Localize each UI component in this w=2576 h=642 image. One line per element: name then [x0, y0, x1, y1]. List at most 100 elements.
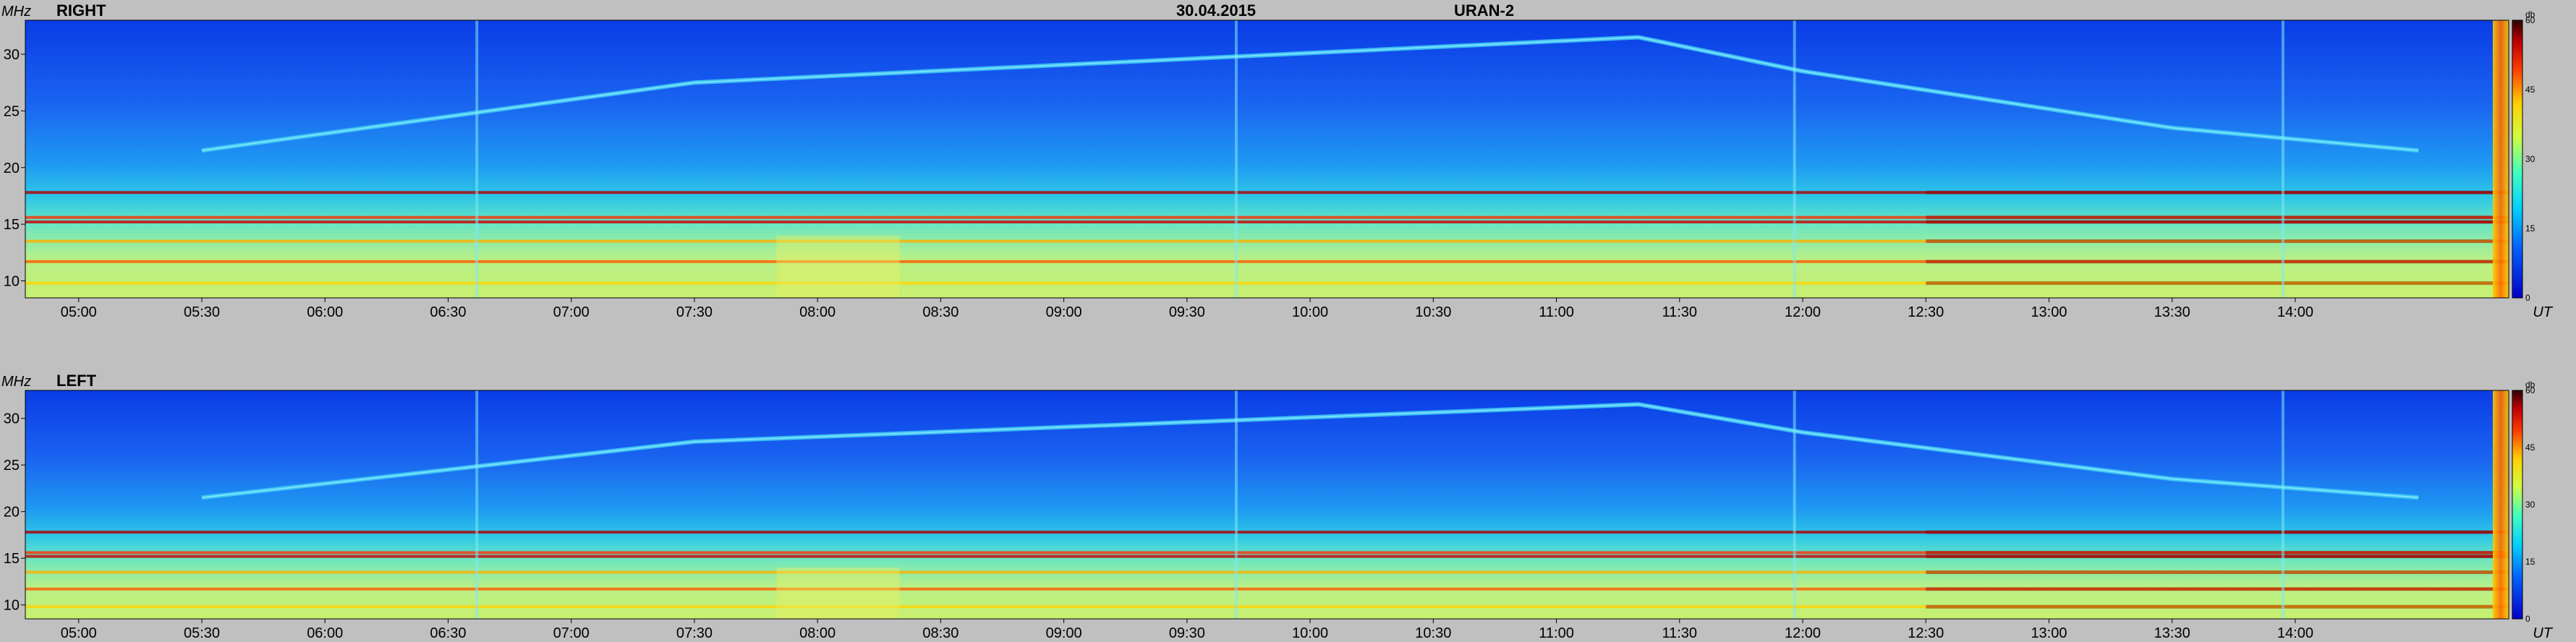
- y-tick-label: 20: [4, 505, 20, 521]
- vertical-burst: [1234, 20, 1238, 298]
- x-tick-label: 10:00: [1292, 625, 1328, 641]
- rfi-band-intense: [1926, 220, 2509, 224]
- x-axis-unit: UT: [2533, 625, 2553, 641]
- x-tick-label: 08:30: [922, 625, 958, 641]
- rfi-band: [25, 587, 2509, 591]
- rfi-band-intense: [1926, 239, 2509, 244]
- rfi-band-intense: [1926, 215, 2509, 220]
- x-tick-label: 05:30: [184, 625, 220, 641]
- x-tick-label: 10:30: [1415, 625, 1451, 641]
- rfi-band: [25, 220, 2509, 223]
- y-tick-label: 30: [4, 47, 20, 63]
- rfi-band: [25, 260, 2509, 263]
- vertical-burst: [2281, 20, 2284, 298]
- vertical-burst: [1793, 390, 1796, 619]
- vertical-burst: [475, 390, 479, 619]
- rfi-band: [25, 570, 2509, 574]
- x-tick-label: 12:30: [1908, 625, 1944, 641]
- x-tick-label: 09:00: [1046, 304, 1082, 320]
- edge-strip: [2493, 20, 2509, 298]
- x-tick-label: 14:00: [2277, 304, 2313, 320]
- x-tick-label: 07:30: [676, 304, 713, 320]
- x-tick-label: 14:00: [2277, 625, 2313, 641]
- heatmap-background: [25, 390, 2509, 619]
- colorbar-tick-label: 15: [2525, 557, 2535, 567]
- x-tick-label: 08:00: [799, 625, 836, 641]
- rfi-band-intense: [1926, 260, 2509, 264]
- x-tick-label: 12:30: [1908, 304, 1944, 320]
- x-tick-label: 12:00: [1785, 304, 1821, 320]
- colorbar-tick-label: 30: [2525, 154, 2535, 164]
- vertical-burst: [2281, 390, 2284, 619]
- y-tick-label: 30: [4, 411, 20, 427]
- x-tick-label: 09:30: [1169, 304, 1205, 320]
- observation-date: 30.04.2015: [1176, 1, 1256, 20]
- edge-strip: [2493, 390, 2509, 619]
- y-tick-label: 10: [4, 598, 20, 614]
- plot-frame: [25, 20, 2509, 299]
- x-tick-label: 13:00: [2031, 625, 2067, 641]
- colorbar-tick-label: 0: [2525, 614, 2530, 624]
- rfi-band-intense: [1926, 604, 2509, 609]
- x-tick-label: 07:00: [553, 625, 590, 641]
- panel-title: RIGHT: [56, 1, 106, 20]
- rfi-band-intense: [1926, 555, 2509, 559]
- y-tick-label: 15: [4, 551, 20, 567]
- panel-title: LEFT: [56, 372, 97, 390]
- x-tick-label: 08:30: [922, 304, 958, 320]
- rfi-band: [25, 605, 2509, 609]
- y-tick-label: 25: [4, 103, 20, 119]
- x-tick-label: 07:00: [553, 304, 590, 320]
- rfi-band-intense: [1926, 550, 2509, 555]
- x-tick-label: 09:00: [1046, 625, 1082, 641]
- x-tick-label: 07:30: [676, 625, 713, 641]
- x-tick-label: 09:30: [1169, 625, 1205, 641]
- y-tick-label: 20: [4, 160, 20, 176]
- broadband-patch: [776, 568, 900, 619]
- x-tick-label: 05:30: [184, 304, 220, 320]
- x-tick-label: 06:30: [430, 304, 466, 320]
- rfi-band-intense: [1926, 281, 2509, 286]
- rfi-band-intense: [1926, 530, 2509, 534]
- colorbar-unit-label: db: [2525, 380, 2535, 390]
- colorbar-tick-label: 45: [2525, 85, 2535, 95]
- rfi-band-intense: [1926, 587, 2509, 591]
- colorbar-tick-label: 60: [2525, 15, 2535, 25]
- vertical-burst: [475, 20, 479, 298]
- plot-frame: [25, 390, 2509, 620]
- colorbar-tick-label: 45: [2525, 442, 2535, 453]
- x-tick-label: 10:30: [1415, 304, 1451, 320]
- rfi-band: [25, 555, 2509, 558]
- rfi-band-intense: [1926, 570, 2509, 575]
- drifting-band-core: [201, 403, 2419, 499]
- y-tick-label: 10: [4, 273, 20, 289]
- x-tick-label: 13:30: [2154, 304, 2190, 320]
- y-axis-unit: MHz: [1, 4, 31, 20]
- colorbar-tick-label: 0: [2525, 293, 2530, 303]
- x-tick-label: 06:00: [307, 625, 343, 641]
- rfi-band: [25, 551, 2509, 555]
- instrument-name: URAN-2: [1454, 1, 1514, 20]
- colorbar-tick-label: 30: [2525, 500, 2535, 510]
- rfi-band: [25, 281, 2509, 285]
- x-tick-label: 08:00: [799, 304, 836, 320]
- colorbar-tick-label: 15: [2525, 223, 2535, 234]
- x-tick-label: 05:00: [61, 625, 97, 641]
- rfi-band-intense: [1926, 190, 2509, 194]
- rfi-band: [25, 191, 2509, 194]
- colorbar: [2512, 390, 2523, 620]
- x-tick-label: 06:30: [430, 625, 466, 641]
- x-tick-label: 13:00: [2031, 304, 2067, 320]
- rfi-band: [25, 531, 2509, 534]
- colorbar: [2512, 20, 2523, 299]
- drifting-band-core: [201, 36, 2419, 152]
- x-tick-label: 13:30: [2154, 625, 2190, 641]
- x-tick-label: 11:00: [1539, 625, 1574, 641]
- x-tick-label: 05:00: [61, 304, 97, 320]
- x-axis-unit: UT: [2533, 304, 2553, 320]
- rfi-band: [25, 239, 2509, 243]
- x-tick-label: 11:30: [1662, 304, 1697, 320]
